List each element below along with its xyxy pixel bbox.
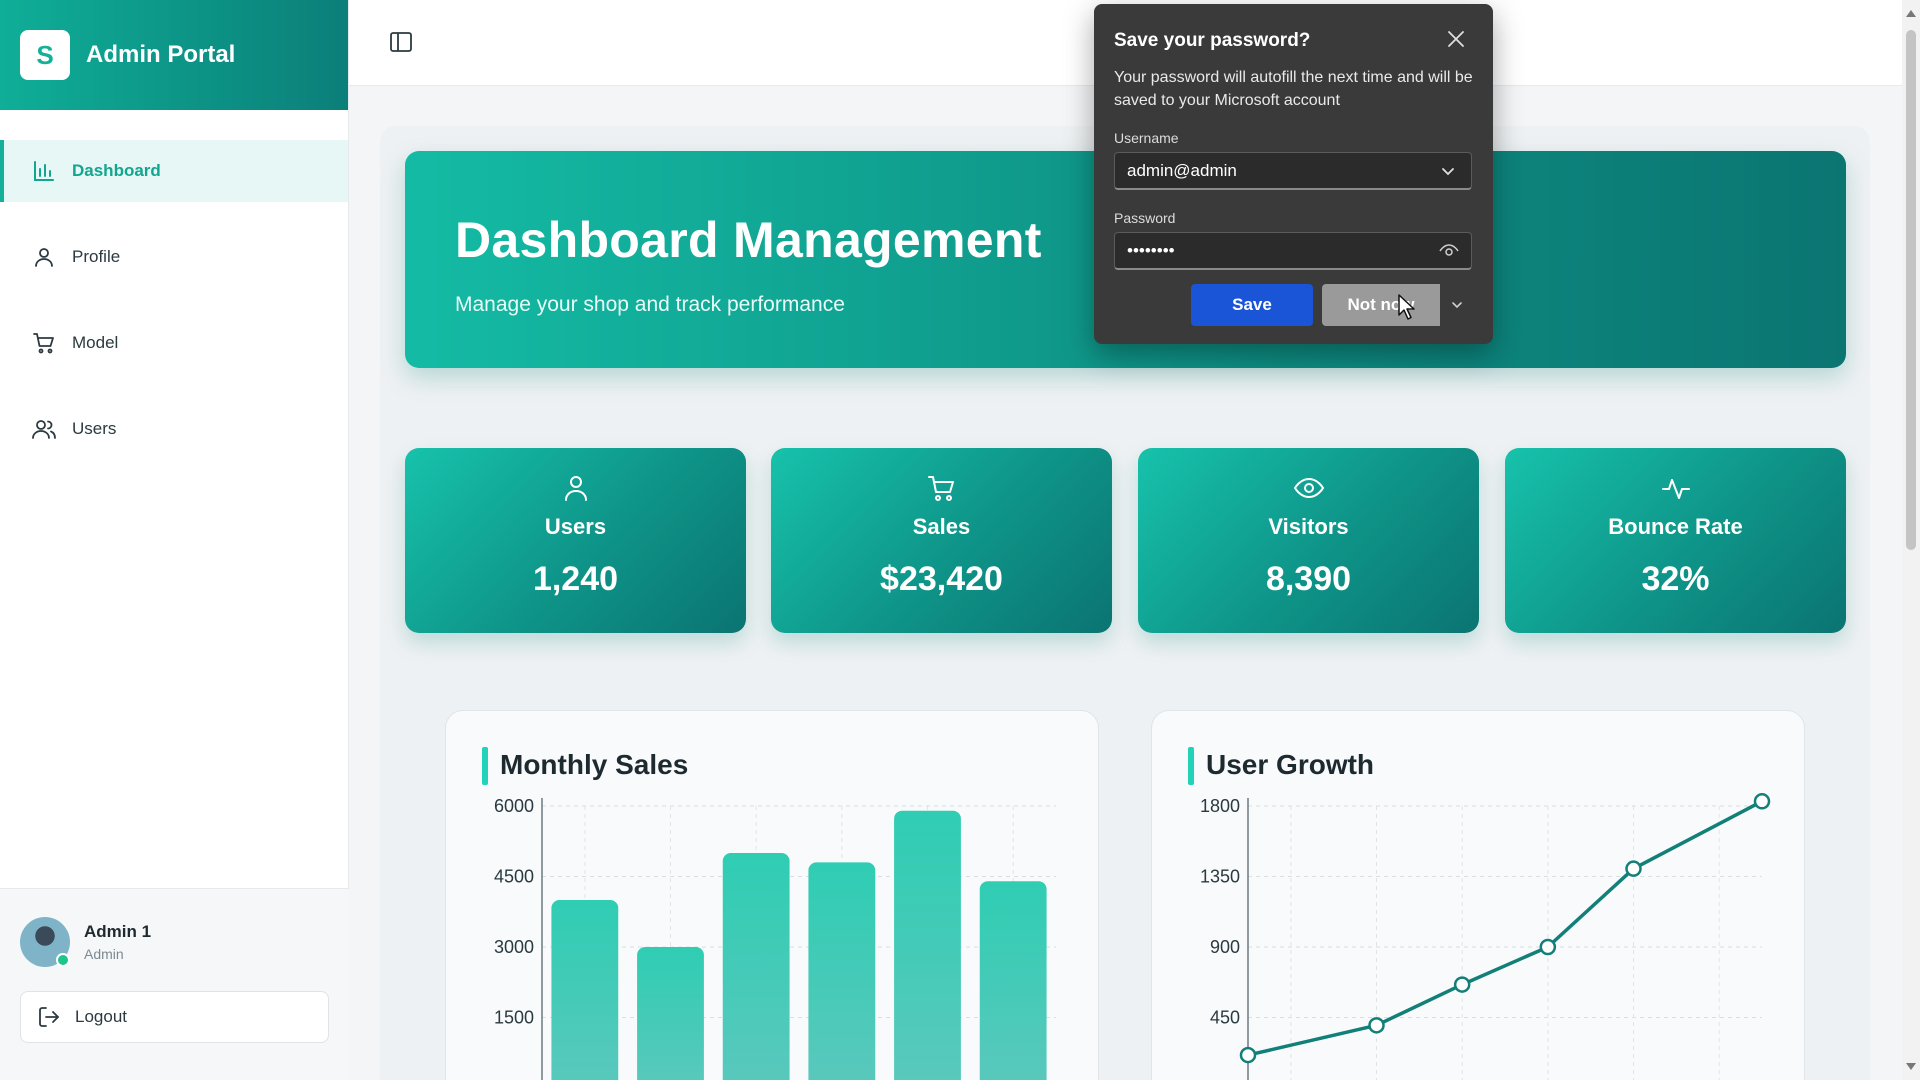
eye-icon[interactable] [1439,242,1459,260]
scroll-down-arrow-icon[interactable] [1906,1063,1916,1070]
stat-card-sales[interactable]: Sales $23,420 [771,448,1112,633]
user-icon [32,245,56,269]
sidebar-toggle-icon[interactable] [389,30,415,56]
bar [808,862,876,1080]
user-growth-card: User Growth 045090013501800JanFebMarAprM… [1151,710,1805,1080]
username-field[interactable]: admin@admin [1114,152,1472,190]
bar [551,900,619,1080]
data-point [1539,938,1557,956]
sidebar-item-label: Dashboard [72,161,161,180]
bar-chart-icon [32,159,56,183]
y-tick-label: 1350 [1200,867,1240,887]
sidebar-item-label: Model [72,333,119,352]
page-subtitle: Manage your shop and track performance [455,293,845,316]
brand-header: S Admin Portal [0,0,348,110]
user-name: Admin 1 [84,922,152,941]
sidebar-item-model[interactable]: Model [0,312,348,374]
y-tick-label: 1500 [494,1008,534,1028]
stats-row: Users 1,240 Sales $23,420 Visitors 8,390… [405,448,1846,633]
y-tick-label: 0 [524,1078,534,1080]
monthly-sales-chart: 01500300045006000JanFebMarAprMayJun [494,796,1056,1080]
stat-value: 32% [1641,560,1710,598]
sidebar-nav: Dashboard Profile Model Users [0,140,348,460]
y-tick-label: 900 [1210,937,1240,957]
chart-grid [542,805,1056,1080]
chart-title: Monthly Sales [482,747,688,785]
password-label: Password [1114,210,1176,226]
dialog-description: Your password will autofill the next tim… [1114,69,1473,109]
y-tick-label: 3000 [494,937,534,957]
sidebar-item-dashboard[interactable]: Dashboard [0,140,348,202]
stat-label: Visitors [1268,514,1349,539]
cart-icon [32,331,56,355]
logout-button[interactable]: Logout [20,991,329,1043]
user-growth-chart: 045090013501800JanFebMarAprMayJun [1200,793,1771,1080]
dialog-title: Save your password? [1114,30,1311,51]
data-point [1239,1046,1257,1064]
save-button[interactable]: Save [1191,284,1313,326]
stat-value: 1,240 [532,560,619,598]
close-icon[interactable] [1447,30,1467,50]
data-point [1453,976,1471,993]
eye-icon [1138,474,1479,504]
data-point [1368,1017,1385,1034]
scroll-up-arrow-icon[interactable] [1906,10,1916,17]
username-value: admin@admin [1127,160,1237,180]
series-line [1247,799,1763,1057]
bar [722,853,790,1080]
password-value: •••••••• [1127,240,1175,260]
stat-card-bounce-rate[interactable]: Bounce Rate 32% [1505,448,1846,633]
brand-logo: S [20,30,70,80]
y-tick-label: 450 [1210,1008,1240,1028]
stat-value: 8,390 [1265,560,1352,598]
password-field[interactable]: •••••••• [1114,232,1472,270]
sidebar-item-profile[interactable]: Profile [0,226,348,288]
logout-label: Logout [75,1007,127,1026]
page-scrollbar[interactable] [1902,0,1920,1080]
page-title: Dashboard Management [455,212,1042,268]
y-tick-label: 6000 [494,796,534,816]
user-role: Admin [84,946,124,962]
scrollbar-thumb[interactable] [1906,30,1916,550]
stat-label: Bounce Rate [1608,514,1743,539]
bar [894,810,961,1080]
monthly-sales-card: Monthly Sales 01500300045006000JanFebMar… [445,710,1099,1080]
data-point [1625,860,1642,877]
sidebar-item-label: Profile [72,247,121,266]
save-password-dialog: Save your password? Your password will a… [1094,4,1493,344]
y-tick-label: 0 [1230,1078,1240,1080]
sidebar-item-label: Users [72,419,117,438]
user-card[interactable]: Admin 1 Admin [0,889,349,967]
stat-card-visitors[interactable]: Visitors 8,390 [1138,448,1479,633]
y-tick-label: 1800 [1200,796,1240,816]
cart-icon [771,474,1112,504]
more-options-button[interactable] [1442,284,1472,326]
brand-title: Admin Portal [86,41,236,68]
users-icon [32,417,56,441]
chevron-down-icon[interactable] [1439,162,1457,180]
mouse-cursor-icon [1397,293,1417,321]
stat-label: Users [544,514,607,539]
user-meta: Admin 1 Admin [84,922,151,962]
chart-title: User Growth [1188,747,1374,785]
sidebar: S Admin Portal Dashboard Profile Model [0,0,349,1080]
stat-card-users[interactable]: Users 1,240 [405,448,746,633]
chevron-down-icon [1452,302,1462,309]
stat-label: Sales [912,514,971,539]
chart-grid [1248,805,1762,1080]
sidebar-item-users[interactable]: Users [0,398,348,460]
logout-icon [37,1005,61,1029]
bar [979,881,1047,1080]
user-icon [405,474,746,504]
avatar [20,917,70,967]
username-label: Username [1114,130,1179,146]
stat-value: $23,420 [880,560,1003,598]
bar [637,947,704,1080]
data-point [1753,793,1771,810]
not-now-button[interactable]: Not now [1322,284,1440,326]
sidebar-footer: Admin 1 Admin Logout [0,888,349,1080]
activity-icon [1505,474,1846,504]
y-tick-label: 4500 [494,867,534,887]
